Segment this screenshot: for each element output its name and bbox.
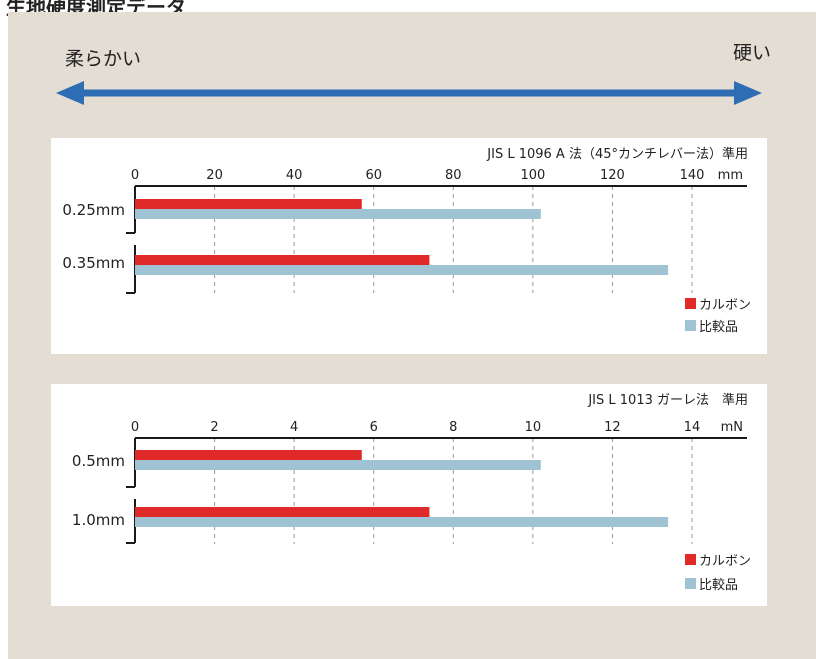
legend-label: カルボン [699, 298, 751, 313]
unit-label: mN [721, 420, 743, 435]
tick-label: 12 [604, 420, 621, 435]
tick-label: 100 [520, 168, 545, 183]
arrow-head-right [734, 81, 762, 105]
chart-card-gurley: JIS L 1013 ガーレ法 準用 0 2 4 6 8 10 12 14 mN 0.5mm 1.0m… [51, 384, 767, 606]
bar-carbon-0 [135, 450, 362, 460]
tick-label: 4 [290, 420, 298, 435]
bar-carbon-1 [135, 255, 430, 265]
tick-label: 14 [684, 420, 701, 435]
hard-label: 硬い [733, 42, 772, 64]
soft-label: 柔らかい [65, 48, 142, 70]
tick-label: 80 [445, 168, 462, 183]
tick-label: 120 [600, 168, 625, 183]
legend-label: カルボン [699, 554, 751, 569]
bar-comparison-1 [135, 517, 669, 527]
category-label: 1.0mm [72, 511, 125, 529]
legend-swatch [685, 578, 696, 589]
arrow-head-left [56, 81, 84, 105]
gurley-chart: JIS L 1013 ガーレ法 準用 0 2 4 6 8 10 12 14 mN 0.5mm 1.0m… [72, 392, 751, 593]
chart-card-cantilever: JIS L 1096 A 法（45°カンチレバー法）準用 0 20 40 60 80 100… [51, 138, 767, 354]
tick-label: 140 [680, 168, 705, 183]
legend-swatch [685, 298, 696, 309]
tick-label: 10 [525, 420, 542, 435]
chart-note: JIS L 1096 A 法（45°カンチレバー法）準用 [486, 146, 748, 162]
tick-label: 2 [210, 420, 218, 435]
unit-label: mm [718, 168, 743, 183]
tick-label: 6 [370, 420, 378, 435]
bar-carbon-1 [135, 507, 430, 517]
legend-swatch [685, 554, 696, 565]
chart-note: JIS L 1013 ガーレ法 準用 [587, 392, 748, 408]
legend-label: 比較品 [699, 320, 738, 335]
softness-scale-arrow [56, 81, 762, 105]
bar-comparison-0 [135, 460, 541, 470]
tick-label: 8 [449, 420, 457, 435]
tick-label: 60 [365, 168, 382, 183]
tick-label: 40 [286, 168, 303, 183]
bar-comparison-1 [135, 265, 669, 275]
cantilever-chart: JIS L 1096 A 法（45°カンチレバー法）準用 0 20 40 60 80 100… [62, 146, 751, 335]
bar-comparison-0 [135, 209, 541, 219]
tick-label: 20 [206, 168, 223, 183]
category-label: 0.35mm [62, 254, 125, 272]
tick-label: 0 [131, 168, 139, 183]
tick-label: 0 [131, 420, 139, 435]
category-label: 0.5mm [72, 452, 125, 470]
legend-swatch [685, 320, 696, 331]
bar-carbon-0 [135, 199, 362, 209]
category-label: 0.25mm [62, 201, 125, 219]
legend-label: 比較品 [699, 578, 738, 593]
